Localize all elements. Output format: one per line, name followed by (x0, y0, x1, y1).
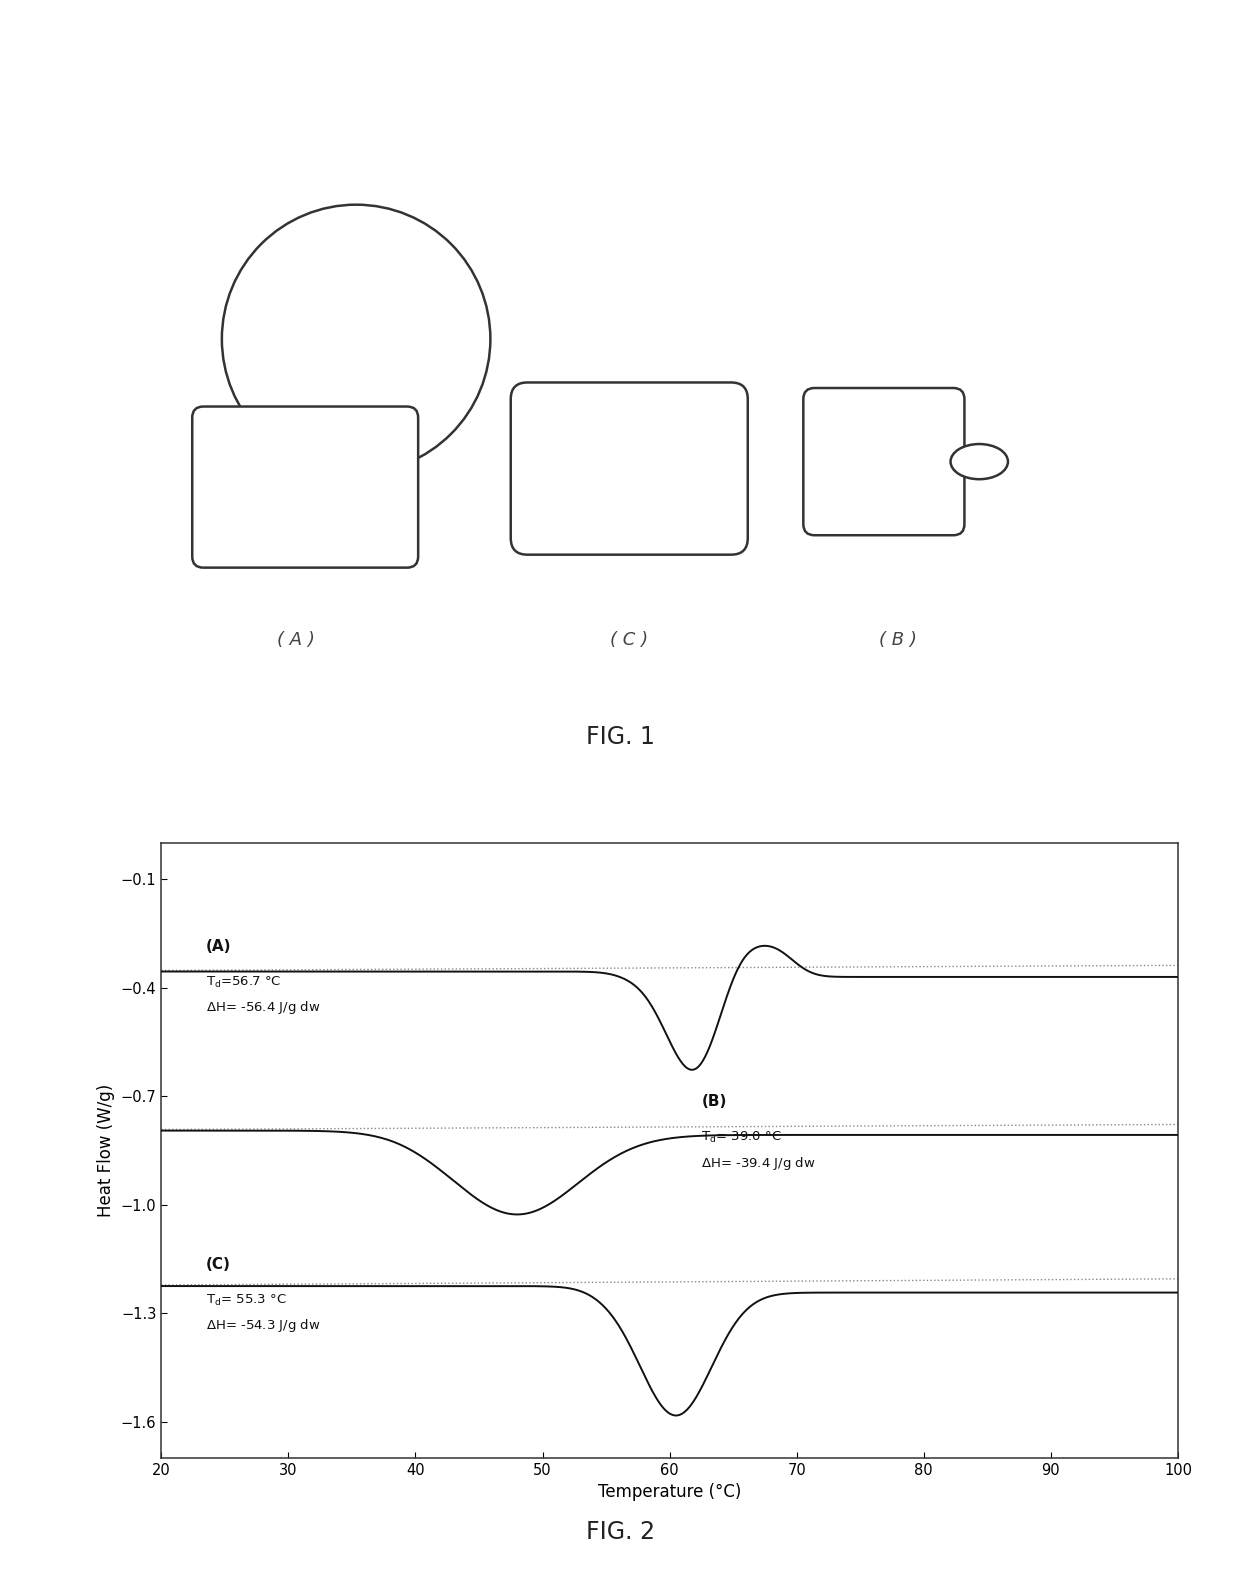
Text: ( C ): ( C ) (610, 630, 649, 649)
Text: $\Delta$H= -56.4 J/g dw: $\Delta$H= -56.4 J/g dw (206, 999, 320, 1017)
Circle shape (222, 205, 490, 473)
Text: (A): (A) (206, 939, 231, 953)
FancyBboxPatch shape (192, 407, 418, 567)
Text: T$_\mathregular{d}$= 39.0 °C: T$_\mathregular{d}$= 39.0 °C (702, 1130, 782, 1146)
FancyBboxPatch shape (804, 388, 965, 536)
FancyBboxPatch shape (511, 383, 748, 555)
Text: $\Delta$H= -54.3 J/g dw: $\Delta$H= -54.3 J/g dw (206, 1318, 320, 1335)
Text: ( B ): ( B ) (879, 630, 916, 649)
Y-axis label: Heat Flow (W/g): Heat Flow (W/g) (97, 1084, 115, 1217)
Text: T$_\mathregular{d}$= 55.3 °C: T$_\mathregular{d}$= 55.3 °C (206, 1292, 286, 1308)
Text: ( A ): ( A ) (277, 630, 315, 649)
Text: $\Delta$H= -39.4 J/g dw: $\Delta$H= -39.4 J/g dw (702, 1155, 816, 1171)
Text: (C): (C) (206, 1258, 231, 1272)
Text: FIG. 2: FIG. 2 (585, 1519, 655, 1544)
X-axis label: Temperature (°C): Temperature (°C) (598, 1483, 742, 1502)
Text: T$_\mathregular{d}$=56.7 °C: T$_\mathregular{d}$=56.7 °C (206, 976, 281, 990)
Text: (B): (B) (702, 1094, 727, 1110)
Text: FIG. 1: FIG. 1 (585, 725, 655, 749)
Ellipse shape (951, 444, 1008, 479)
